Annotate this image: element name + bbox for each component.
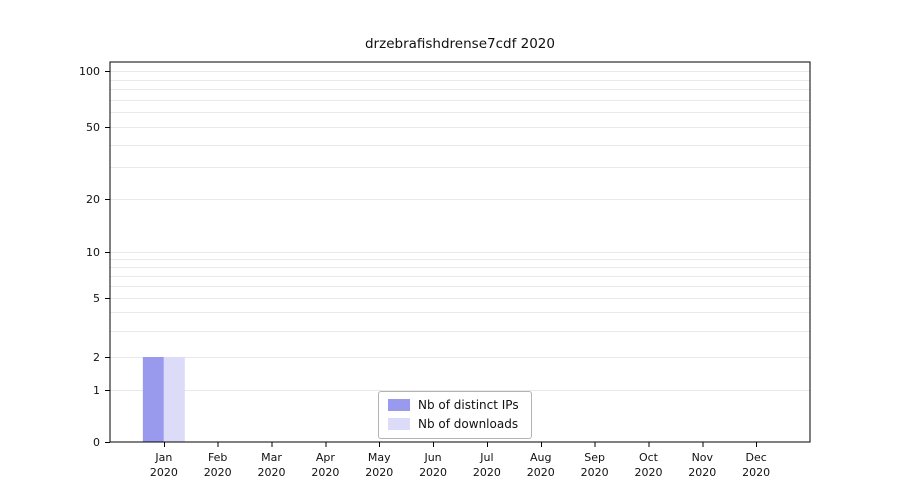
x-axis-labels: Jan 2020 Feb 2020 Mar 2020 Apr 2020 May 2020 Jun 20… [150,442,770,479]
legend-item-distinct-ips: Nb of distinct IPs [388,399,519,411]
svg-text:2020: 2020 [204,466,232,479]
legend-label-downloads: Nb of downloads [418,417,519,431]
svg-text:50: 50 [86,121,100,134]
svg-text:20: 20 [86,193,100,206]
svg-text:10: 10 [86,246,100,259]
svg-text:Jun: Jun [423,451,441,464]
svg-text:2020: 2020 [742,466,770,479]
svg-text:2: 2 [93,351,100,364]
y-axis-labels: 0 1 2 5 10 20 50 100 [79,65,110,449]
svg-text:Aug: Aug [530,451,551,464]
svg-text:Dec: Dec [746,451,767,464]
svg-text:2020: 2020 [365,466,393,479]
svg-text:Feb: Feb [208,451,227,464]
bars-distinct-ips [142,357,164,442]
svg-text:2020: 2020 [311,466,339,479]
svg-text:Nov: Nov [692,451,714,464]
svg-text:Sep: Sep [584,451,605,464]
svg-text:2020: 2020 [688,466,716,479]
svg-text:2020: 2020 [634,466,662,479]
svg-text:2020: 2020 [258,466,286,479]
svg-text:Apr: Apr [316,451,336,464]
svg-text:May: May [368,451,391,464]
svg-text:2020: 2020 [581,466,609,479]
svg-text:2020: 2020 [473,466,501,479]
legend-label-distinct-ips: Nb of distinct IPs [418,398,519,412]
svg-text:1: 1 [93,384,100,397]
gridlines [110,71,810,391]
svg-text:100: 100 [79,65,100,78]
svg-text:Jan: Jan [154,451,172,464]
chart-title: drzebrafishdrense7cdf 2020 [364,36,555,52]
svg-text:0: 0 [93,436,100,449]
svg-text:2020: 2020 [527,466,555,479]
legend-swatch-distinct-ips [388,399,410,411]
svg-text:2020: 2020 [419,466,447,479]
svg-text:Mar: Mar [261,451,282,464]
chart-legend: Nb of distinct IPs Nb of downloads [378,391,532,439]
svg-text:Oct: Oct [639,451,659,464]
legend-swatch-downloads [388,418,410,430]
legend-item-downloads: Nb of downloads [388,418,519,430]
svg-text:Jul: Jul [479,451,493,464]
svg-text:5: 5 [93,292,100,305]
bars-downloads [163,357,185,442]
svg-text:2020: 2020 [150,466,178,479]
